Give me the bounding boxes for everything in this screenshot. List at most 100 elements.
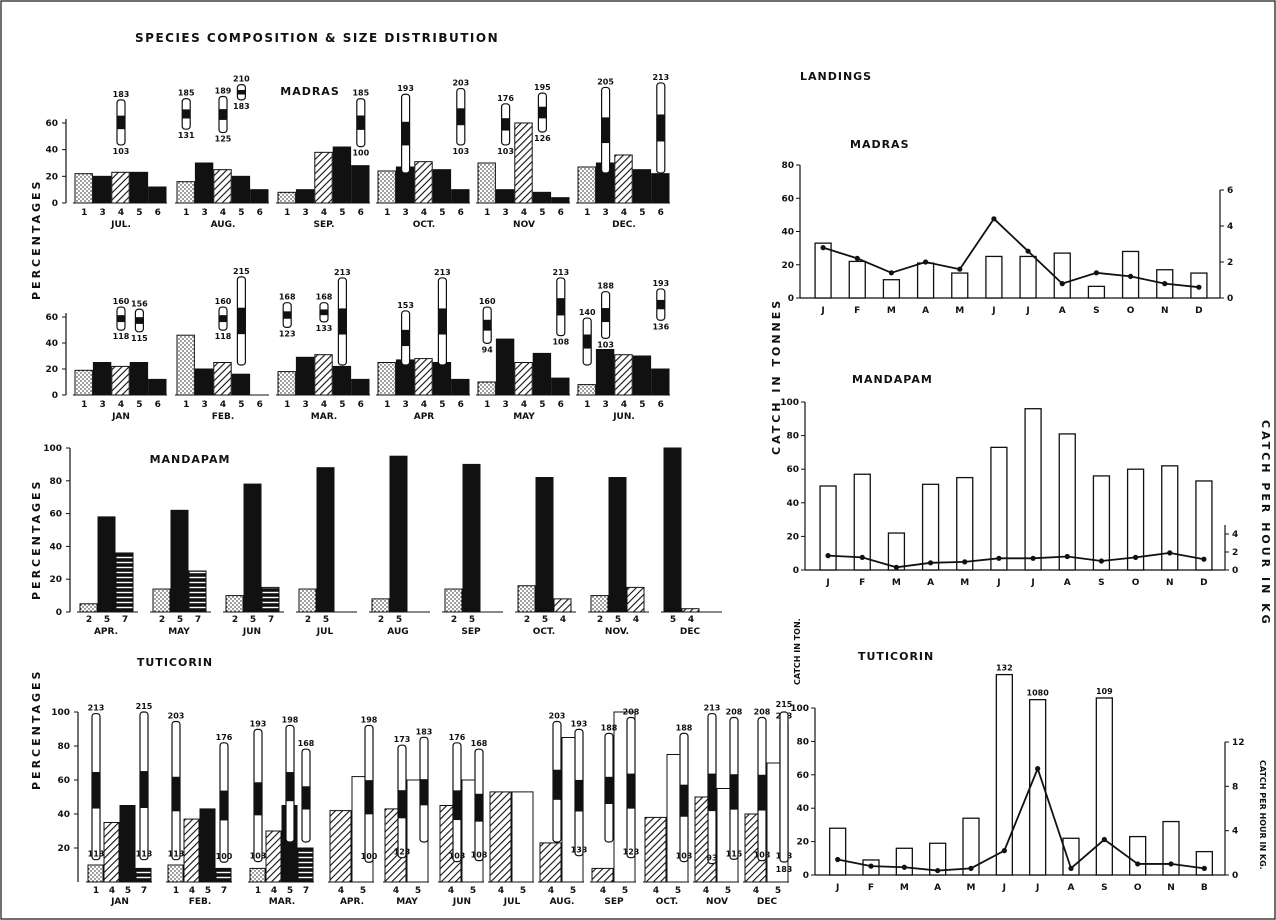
mandapam-land-catch-bar	[1058, 433, 1076, 571]
tuticorin-size-max-label: 203	[168, 711, 185, 720]
madras-sp-bar	[614, 154, 633, 204]
mandapam-land-ytick-label: 80	[786, 432, 799, 442]
madras-sp-xtick: 3	[99, 208, 105, 218]
madras-land-y2tick-label: 4	[1227, 222, 1233, 232]
tuticorin-sp-bar	[103, 822, 120, 883]
mandapam-sp-title: MANDAPAM	[150, 453, 231, 466]
madras-sp-xtick: 4	[621, 208, 627, 218]
madras-sp-xtick: 6	[257, 400, 263, 410]
madras-sp-ytick-label: 40	[45, 339, 58, 349]
tuti-ylabel-catch: CATCH IN TON.	[793, 618, 802, 685]
mandapam-sp-bar	[243, 483, 262, 613]
tuticorin-size-min-label: 123	[623, 848, 640, 857]
tuticorin-sp-xtick: 5	[360, 886, 366, 896]
mandapam-land-catch-bar	[819, 485, 837, 571]
madras-size-mode	[135, 317, 144, 324]
tuticorin-land-bar-label: 1080	[1027, 689, 1050, 698]
mandapam-land-catch-bar	[1024, 408, 1042, 571]
tuticorin-land-catch-bar	[895, 847, 913, 876]
madras-size-mode	[283, 311, 292, 319]
tuticorin-sp-ytick-label: 60	[57, 776, 70, 786]
tuticorin-sp-bar	[489, 791, 512, 883]
tuticorin-sp-bar	[167, 864, 184, 883]
mandapam-sp-bar	[535, 477, 554, 613]
madras-sp-ytick-label: 20	[45, 172, 58, 182]
madras-size-max-label: 160	[113, 297, 130, 306]
madras-sp-bar	[377, 170, 396, 204]
tuticorin-sp-xtick: 4	[338, 886, 344, 896]
mandapam-land-ytick-label: 60	[786, 465, 799, 475]
mandapam-land-xtick: A	[927, 578, 934, 588]
madras-land-title: MADRAS	[850, 138, 910, 151]
tuticorin-sp-bar	[135, 867, 152, 883]
madras-sp-month-label: MAR.	[311, 412, 337, 422]
madras-size-max-label: 153	[397, 301, 414, 310]
madras-size-mode	[401, 121, 410, 146]
madras-land-cpue-point	[922, 259, 929, 265]
mandapam-land-xtick: O	[1132, 578, 1140, 588]
madras-sp-ytick-label: 0	[52, 199, 58, 209]
mandapam-land-ytick-label: 40	[786, 499, 799, 509]
madras-sp-month-label: FEB.	[212, 412, 235, 422]
tuticorin-size-mode	[302, 786, 310, 810]
madras-sp-month-label: DEC.	[612, 220, 636, 230]
madras-size-max-label: 156	[131, 299, 148, 308]
tuticorin-size-mode	[605, 776, 613, 804]
mandapam-sp-xtick: 2	[378, 615, 384, 625]
madras-size-min-label: 103	[452, 147, 469, 156]
madras-size-mode	[501, 118, 510, 131]
madras-sp-bar	[577, 384, 596, 396]
madras-land-xtick: S	[1093, 306, 1099, 316]
madras-sp-xtick: 6	[658, 400, 664, 410]
mandapam-sp-month-label: NOV.	[605, 627, 629, 637]
mandapam-sp-ytick-label: 100	[43, 444, 62, 454]
mandapam-sp-xtick: 4	[560, 615, 566, 625]
mandapam-land-xtick: S	[1098, 578, 1104, 588]
madras-land-xtick: M	[887, 306, 896, 316]
madras-sp-month-label: JUN.	[612, 412, 635, 422]
tuticorin-land-xtick: O	[1134, 883, 1142, 893]
mandapam-sp-bar	[663, 447, 682, 613]
tuticorin-sp-xtick: 7	[303, 886, 309, 896]
tuticorin-size-mode	[758, 774, 766, 811]
madras-sp-bar	[477, 162, 496, 204]
tuticorin-land-xtick: A	[1068, 883, 1075, 893]
madras-sp-xtick: 6	[257, 208, 263, 218]
tuticorin-land-catch-bar	[995, 673, 1013, 876]
madras-size-min-label: 103	[497, 147, 514, 156]
tuticorin-size-mode	[453, 790, 461, 821]
tuticorin-sp-ytick-label: 40	[57, 810, 70, 820]
madras-sp-ytick-label: 60	[45, 119, 58, 129]
madras-size-mode	[237, 89, 246, 95]
madras-sp-xtick: 3	[402, 208, 408, 218]
madras-sp-xtick: 5	[238, 208, 244, 218]
madras-sp-xtick: 5	[238, 400, 244, 410]
mandapam-land-ytick-label: 20	[786, 532, 799, 542]
mandapam-sp-bar	[188, 570, 207, 613]
madras-size-min-label: 103	[113, 147, 130, 156]
madras-sp-xtick: 1	[81, 208, 87, 218]
madras-size-min-label: 108	[552, 338, 569, 347]
mandapam-land-catch-bar	[1092, 475, 1111, 571]
madras-sp-bar	[129, 362, 149, 396]
madras-land-xtick: J	[1025, 306, 1029, 316]
tuticorin-land-ytick-label: 40	[796, 804, 809, 814]
tuticorin-sp-xtick: 5	[205, 886, 211, 896]
madras-sp-xtick: 6	[155, 400, 161, 410]
madras-land-catch-bar	[916, 262, 935, 299]
tuticorin-size-max-label: 193	[250, 719, 267, 728]
tuticorin-size-max-label: 208	[726, 708, 743, 717]
madras-sp-xtick: 6	[358, 400, 364, 410]
madras-sp-bar	[577, 166, 596, 204]
mandapam-sp-xtick: 5	[396, 615, 402, 625]
mandapam-sp-xtick: 5	[323, 615, 329, 625]
madras-size-max-label: 210	[233, 75, 250, 84]
madras-size-min-label: 94	[482, 345, 494, 354]
mandapam-land-cpue-point	[1167, 550, 1173, 556]
mandapam-sp-xtick: 2	[232, 615, 238, 625]
tuticorin-sp-ytick-label: 20	[57, 844, 70, 854]
tuticorin-sp-xtick: 5	[520, 886, 526, 896]
madras-sp-xtick: 5	[136, 208, 142, 218]
tuticorin-sp-bar	[591, 867, 614, 883]
madras-sp-xtick: 3	[302, 208, 308, 218]
